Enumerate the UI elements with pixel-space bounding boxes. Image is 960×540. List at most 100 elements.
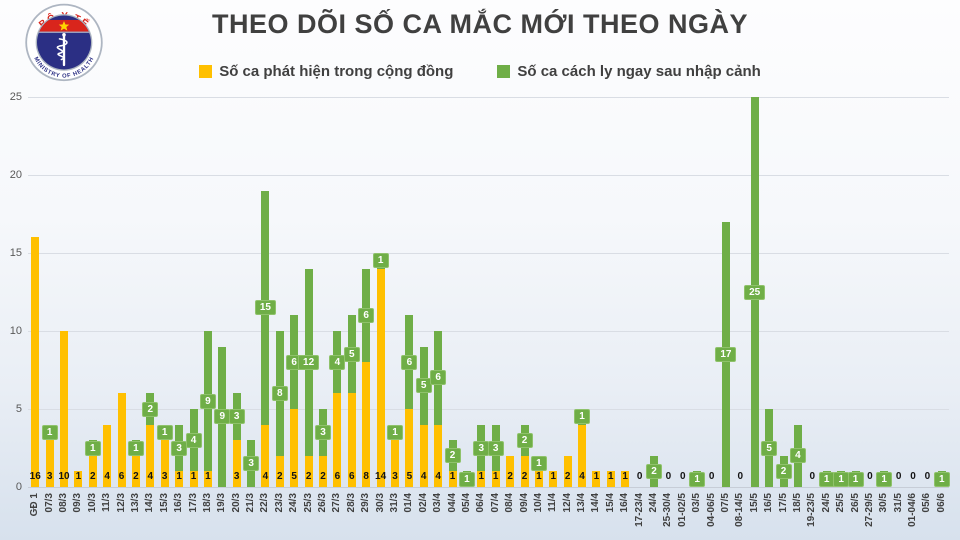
community-bar: [304, 455, 313, 487]
bar-value-label: 5: [291, 471, 297, 482]
x-axis-label: 15/3: [158, 493, 170, 513]
x-axis-label: 10/4: [532, 493, 544, 513]
x-axis-label: GĐ 1: [29, 493, 41, 517]
quarantine-badge: 5: [343, 346, 360, 362]
x-axis-label: 04-06/5: [705, 493, 717, 527]
x-axis-label: 04/4: [446, 493, 458, 513]
community-bar: [405, 409, 414, 487]
bar-value-label: 4: [435, 471, 441, 482]
x-axis-label: 06/6: [935, 493, 947, 513]
legend-item-community: Số ca phát hiện trong cộng đồng: [199, 63, 453, 80]
community-bar: [319, 455, 327, 487]
quarantine-badge: 3: [315, 424, 331, 440]
x-axis-label: 30/3: [374, 493, 386, 513]
x-axis-label: 05/4: [460, 493, 472, 513]
bar-value-label: 1: [492, 471, 499, 482]
bar-value-label: 0: [809, 471, 816, 482]
x-axis-label: 13/4: [576, 493, 587, 513]
bar-value-label: 4: [104, 471, 110, 482]
x-axis-label: 01-02/5: [676, 493, 688, 527]
quarantine-badge: 6: [401, 354, 418, 370]
gridline: [28, 331, 949, 332]
community-bar: [376, 268, 385, 487]
community-swatch-icon: [199, 65, 213, 78]
quarantine-badge: 2: [516, 432, 533, 448]
ministry-of-health-logo: BỘ Y TẾ MINISTRY OF HEALTH: [25, 3, 103, 82]
community-bar: [290, 409, 299, 487]
x-axis-label: 19-23/5: [806, 493, 818, 527]
bar-value-label: 0: [737, 471, 744, 482]
y-axis-label: 20: [9, 169, 22, 181]
bar-value-label: 3: [161, 471, 168, 482]
bar-value-label: 2: [90, 471, 96, 482]
bar-value-label: 1: [176, 471, 182, 482]
bar-value-label: 4: [420, 471, 427, 482]
bar-value-label: 0: [665, 471, 672, 482]
quarantine-badge: 3: [487, 440, 504, 456]
quarantine-badge: 1: [387, 424, 403, 440]
x-axis-label: 18/3: [201, 493, 213, 513]
bar-value-label: 3: [46, 471, 53, 482]
x-axis-label: 25/5: [835, 493, 847, 513]
bar-value-label: 2: [521, 471, 528, 482]
bar-value-label: 0: [636, 471, 643, 482]
bar-value-label: 0: [680, 471, 686, 482]
x-axis-label: 31/3: [389, 493, 400, 513]
x-axis-label: 09/4: [518, 493, 530, 513]
x-axis-label: 06/4: [475, 493, 487, 513]
x-axis-label: 11/3: [101, 493, 113, 512]
y-axis-label: 10: [9, 325, 22, 337]
x-axis-label: 07/3: [43, 493, 55, 513]
quarantine-badge: 1: [84, 440, 101, 456]
bar-value-label: 14: [375, 471, 387, 482]
x-axis-label: 14/3: [144, 493, 156, 513]
quarantine-badge: 1: [127, 440, 144, 456]
x-axis-label: 27/3: [331, 493, 343, 513]
x-axis-label: 16/4: [619, 493, 631, 513]
bar-value-label: 6: [118, 471, 125, 482]
gridline: [28, 487, 949, 488]
y-axis-label: 5: [15, 403, 22, 415]
community-bar: [74, 471, 83, 487]
quarantine-badge: 9: [199, 393, 216, 409]
x-axis-label: 30/5: [878, 493, 890, 513]
x-axis-label: 07/4: [489, 493, 501, 513]
y-axis-label: 25: [9, 91, 22, 103]
x-axis-label: 11/4: [547, 493, 559, 512]
community-bar: [146, 424, 155, 487]
x-axis-label: 26/5: [849, 493, 861, 513]
gridline: [28, 97, 949, 98]
x-axis-label: 25-30/4: [662, 493, 674, 527]
x-axis-label: 21/3: [245, 493, 257, 513]
bar-value-label: 4: [579, 471, 585, 482]
x-axis-label: 08-14/5: [734, 493, 746, 527]
bar-value-label: 8: [363, 471, 369, 482]
bar-value-label: 0: [924, 471, 931, 482]
x-axis-label: 24/3: [288, 493, 300, 513]
bar-value-label: 1: [75, 471, 82, 482]
bar-value-label: 1: [478, 471, 485, 482]
bar-value-label: 10: [58, 471, 70, 482]
x-axis-label: 15/5: [748, 493, 760, 513]
bar-value-label: 0: [867, 471, 873, 482]
x-axis-label: 03/4: [432, 493, 444, 513]
community-bar: [534, 471, 543, 487]
quarantine-badge: 1: [41, 424, 58, 440]
x-axis-label: 15/4: [604, 493, 616, 513]
bar-value-label: 1: [190, 471, 197, 482]
bar-value-label: 2: [320, 471, 326, 482]
x-axis-label: 26/3: [317, 493, 328, 513]
bar-value-label: 6: [334, 471, 341, 482]
quarantine-badge: 1: [847, 471, 864, 487]
x-axis-label: 08/4: [504, 493, 516, 513]
community-bar: [88, 455, 97, 487]
quarantine-badge: 1: [833, 471, 850, 487]
x-axis-label: 08/3: [58, 493, 69, 513]
community-bar: [175, 471, 184, 487]
quarantine-badge: 1: [933, 471, 950, 487]
x-axis-label: 01/4: [403, 493, 415, 513]
x-axis-label: 05/6: [921, 493, 933, 513]
bar-value-label: 1: [550, 471, 557, 482]
x-axis-label: 10/3: [86, 493, 98, 513]
community-bar: [117, 393, 126, 487]
